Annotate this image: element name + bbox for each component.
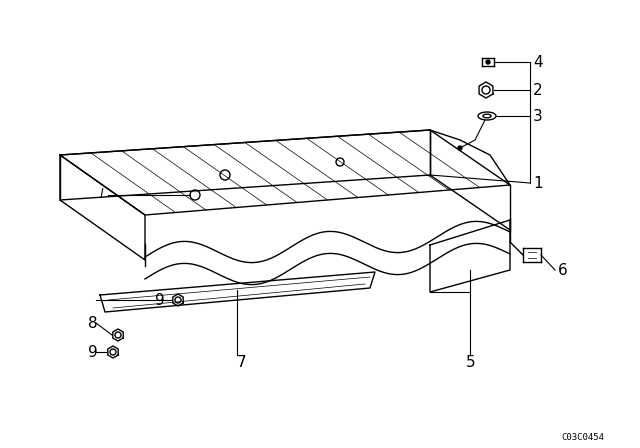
Text: 2: 2 [533, 82, 543, 98]
Ellipse shape [483, 114, 491, 118]
Text: 3: 3 [533, 108, 543, 124]
Circle shape [458, 146, 462, 150]
Text: 7: 7 [237, 354, 246, 370]
Text: 4: 4 [533, 55, 543, 69]
Text: 9: 9 [155, 293, 164, 307]
Text: 9: 9 [88, 345, 98, 359]
Text: 5: 5 [466, 354, 476, 370]
Text: 8: 8 [88, 315, 98, 331]
Ellipse shape [478, 112, 496, 120]
Text: 6: 6 [558, 263, 568, 277]
Text: 1: 1 [533, 176, 543, 190]
Text: C03C0454: C03C0454 [561, 433, 605, 442]
Text: l: l [99, 188, 103, 201]
Circle shape [486, 60, 490, 64]
